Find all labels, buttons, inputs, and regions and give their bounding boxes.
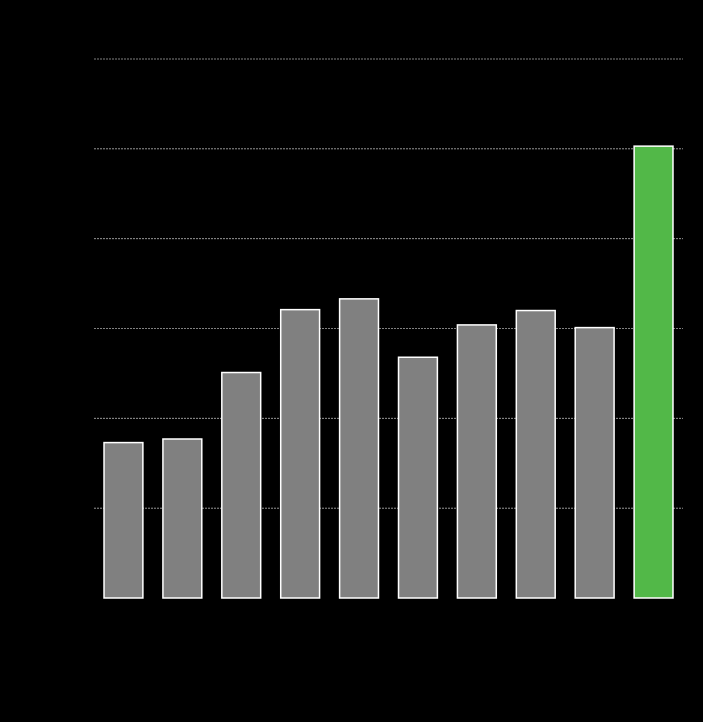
bar	[574, 326, 615, 599]
bar	[633, 145, 674, 599]
bar	[162, 438, 203, 599]
bar	[221, 371, 262, 599]
bar	[279, 308, 321, 599]
bar	[456, 324, 498, 599]
bar	[515, 309, 556, 599]
bar	[103, 441, 144, 599]
bar	[338, 298, 380, 599]
bar	[397, 356, 439, 599]
